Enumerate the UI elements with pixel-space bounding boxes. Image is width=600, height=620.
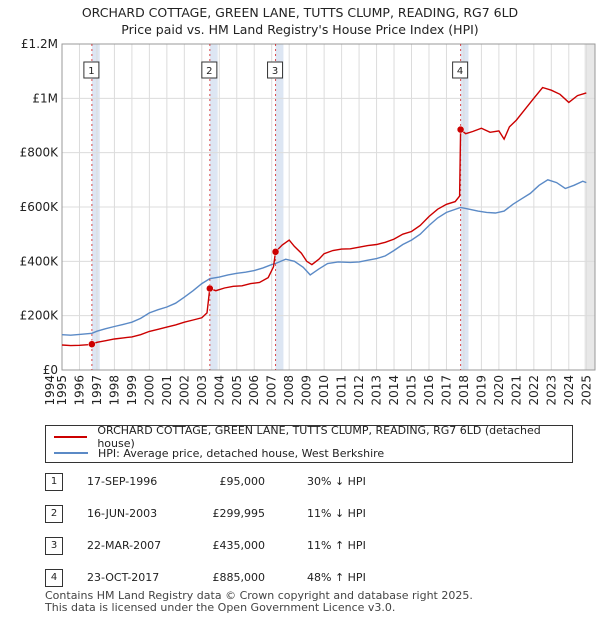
sale-date: 23-OCT-2017 [87,571,160,584]
sale-number-badge: 2 [45,505,63,523]
footer-line-licence: This data is licensed under the Open Gov… [45,601,396,614]
sale-row: 4 23-OCT-2017 £885,000 48% ↑ HPI [45,569,585,587]
x-tick-label: 2024 [562,375,576,406]
sale-hpi-change: 11% ↑ HPI [307,539,366,552]
sale-point [271,248,280,256]
legend: ORCHARD COTTAGE, GREEN LANE, TUTTS CLUMP… [45,424,573,463]
sale-date: 16-JUN-2003 [87,507,158,520]
x-tick-label: 2022 [527,375,541,406]
x-tick-label: 2021 [509,375,523,406]
x-tick-label: 2015 [405,375,419,406]
sale-number-badge: 1 [45,473,63,491]
series-line [61,179,587,336]
x-tick-label: 2003 [195,375,209,406]
x-tick-label: 2017 [439,375,453,406]
y-tick-label: £600K [20,200,60,214]
sale-row: 3 22-MAR-2007 £435,000 11% ↑ HPI [45,537,585,555]
x-tick-label: 2025 [579,375,593,406]
legend-swatch-property [54,436,88,438]
sale-row: 2 16-JUN-2003 £299,995 11% ↓ HPI [45,505,585,523]
sale-point [88,340,96,348]
legend-label-property: ORCHARD COTTAGE, GREEN LANE, TUTTS CLUMP… [97,424,541,450]
x-tick-label: 2011 [335,375,349,406]
x-tick-label: 2012 [352,375,366,406]
chart-subtitle: Price paid vs. HM Land Registry's House … [121,22,479,37]
sale-marker-box [83,61,100,79]
x-tick-label: 1998 [107,375,121,406]
x-tick-label: 2006 [247,375,261,406]
y-tick-label: £1.2M [21,37,58,51]
sale-date: 22-MAR-2007 [87,539,162,552]
sale-marker-label: 4 [457,66,463,77]
x-tick-label: 1997 [90,375,104,406]
x-tick-label: 2018 [457,375,471,406]
x-tick-label: 2004 [212,375,226,406]
sale-hpi-change: 48% ↑ HPI [307,571,366,584]
chart-title-line1: ORCHARD COTTAGE, GREEN LANE, TUTTS CLUMP… [81,5,519,20]
sale-marker-box [267,61,284,79]
footer-attribution: Contains HM Land Registry data © Crown c… [45,590,473,614]
sale-hpi-change: 30% ↓ HPI [307,475,366,488]
y-tick-label: £1M [32,91,58,105]
y-tick-label: £200K [20,309,60,323]
sale-price: £885,000 [212,571,266,584]
x-tick-label: 2000 [142,375,156,406]
x-tick-label: 2008 [282,375,296,406]
sale-number-badge: 3 [45,537,63,555]
x-tick-label: 2007 [265,375,279,406]
x-tick-label: 1994 [43,375,57,406]
x-tick-label: 2009 [300,375,314,406]
series-line [61,86,587,347]
x-tick-label: 2019 [474,375,488,406]
sale-price: £95,000 [219,475,266,488]
legend-item-property: ORCHARD COTTAGE, GREEN LANE, TUTTS CLUMP… [54,424,572,450]
x-tick-label: 2020 [492,375,506,406]
sale-row: 1 17-SEP-1996 £95,000 30% ↓ HPI [45,473,585,491]
x-tick-label: 2005 [230,375,244,406]
sale-point [456,125,465,134]
x-tick-label: 1999 [125,375,139,406]
sale-marker-label: 2 [206,66,212,77]
x-tick-label: 1996 [72,375,86,406]
y-tick-label: £800K [20,146,60,160]
x-tick-label: 2002 [177,375,191,406]
x-tick-label: 2001 [160,375,174,406]
y-tick-label: £400K [20,254,60,268]
sale-marker-box [452,61,469,79]
sale-marker-label: 3 [272,66,278,77]
sale-marker-box [201,61,218,79]
x-tick-label: 2010 [317,375,331,406]
y-tick-label: £0 [43,363,58,377]
plot-frame [61,43,596,371]
sale-date: 17-SEP-1996 [87,475,158,488]
sale-price: £299,995 [212,507,266,520]
sale-point [206,284,214,293]
sale-price: £435,000 [212,539,266,552]
legend-label-hpi: HPI: Average price, detached house, West… [98,446,385,460]
footer-line-copyright: Contains HM Land Registry data © Crown c… [45,589,473,602]
sale-marker-label: 1 [88,66,94,77]
sale-number-badge: 4 [45,569,63,587]
x-tick-label: 2023 [544,375,558,406]
x-tick-label: 1995 [55,375,69,406]
x-tick-label: 2013 [370,375,384,406]
x-tick-label: 2014 [387,375,401,406]
legend-swatch-hpi [54,452,88,454]
sale-hpi-change: 11% ↓ HPI [307,507,366,520]
chart-title: ORCHARD COTTAGE, GREEN LANE, TUTTS CLUMP… [0,4,600,38]
legend-item-hpi: HPI: Average price, detached house, West… [54,445,384,461]
x-tick-label: 2016 [422,375,436,406]
